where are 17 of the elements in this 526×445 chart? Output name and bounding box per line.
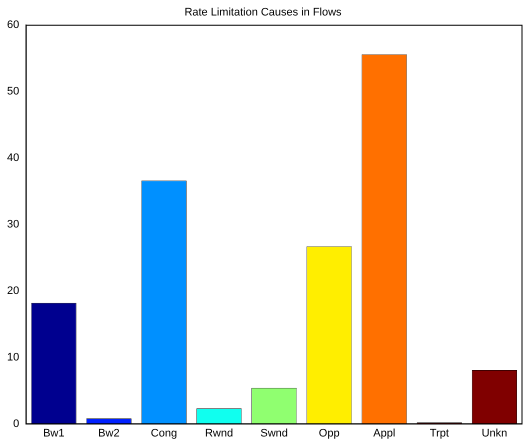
y-tick-label: 60 [6,19,20,32]
y-tick-label: 40 [6,152,20,164]
x-tick-label: Cong [150,427,178,440]
y-tick-label: 50 [6,86,20,98]
x-tick-label: Rwnd [204,427,234,440]
x-tick-label: Opp [318,427,340,440]
y-tick-label: 0 [13,418,20,430]
x-tick-label: Bw1 [43,427,64,440]
x-tick-label: Unkn [482,427,508,440]
y-tick-label: 20 [6,284,20,297]
y-tick-label: 10 [6,351,20,364]
x-tick-label: Swnd [260,427,288,440]
x-tick-label: Trpt [430,427,449,440]
x-tick-label: Bw2 [98,427,120,440]
chart-title: Rate Limitation Causes in Flows [184,6,342,19]
y-tick-label: 30 [6,218,20,231]
x-tick-label: Appl [373,427,396,440]
